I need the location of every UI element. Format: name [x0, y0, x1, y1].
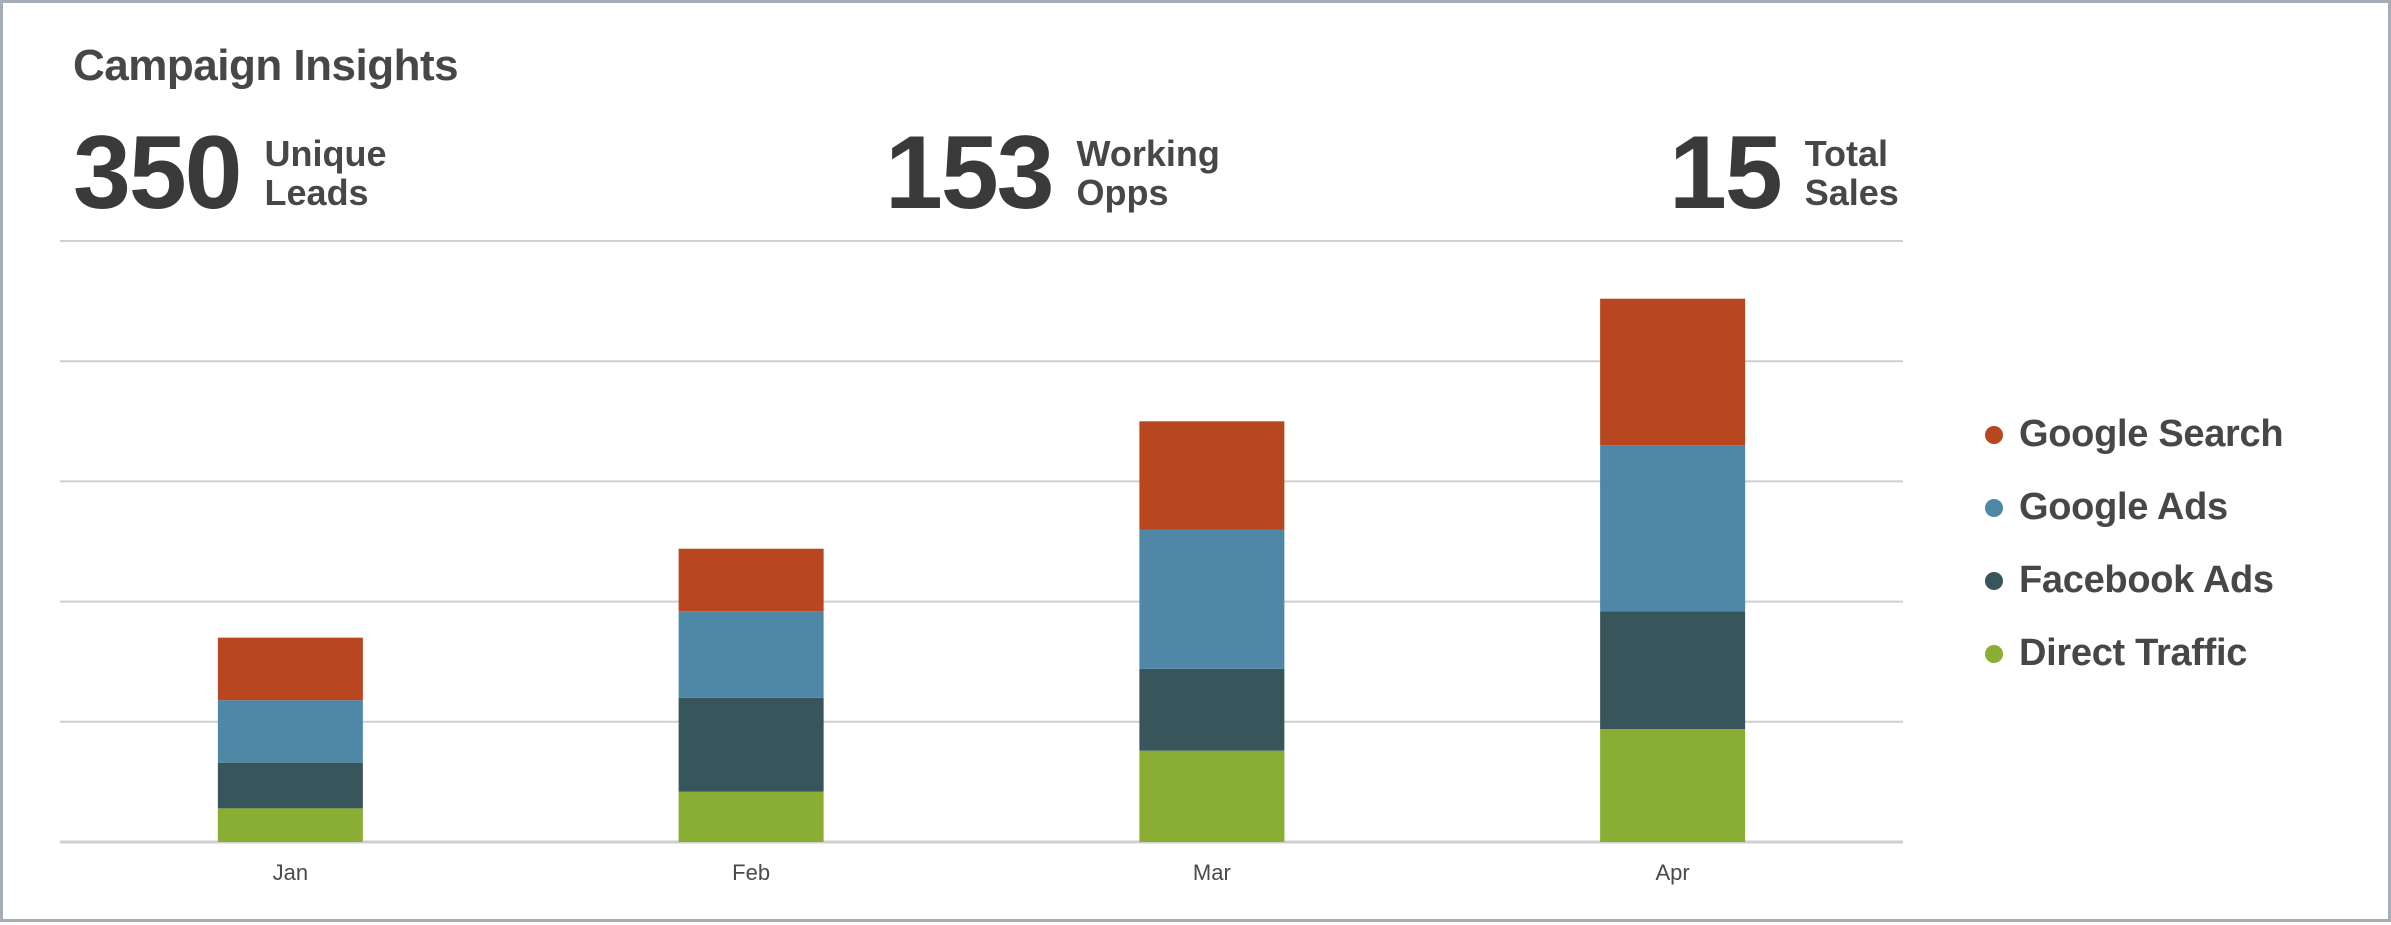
legend-item[interactable]: Facebook Ads: [1985, 544, 2283, 617]
x-tick-label: Jan: [273, 860, 308, 885]
bar-segment-direct-traffic-mar[interactable]: [1139, 750, 1285, 842]
bar-segment-google-ads-jan[interactable]: [217, 700, 363, 763]
bar-segment-direct-traffic-jan[interactable]: [217, 808, 363, 842]
x-tick-label: Mar: [1193, 860, 1231, 885]
stat-value: 15: [1669, 115, 1783, 231]
stat-label-line: Unique: [264, 133, 387, 174]
legend-swatch: [1985, 644, 2003, 663]
stat-label: Total Sales: [1805, 134, 1975, 212]
legend-label: Google Ads: [2019, 486, 2228, 528]
stat-value: 350: [73, 115, 243, 231]
legend-label: Direct Traffic: [2019, 632, 2248, 674]
stacked-bar-chart: Jan Feb Mar Apr: [60, 240, 1903, 885]
bar-segment-google-search-mar[interactable]: [1139, 421, 1285, 530]
chart-legend: Google Search Google Ads Facebook Ads Direc…: [1985, 398, 2284, 690]
panel-title: Campaign Insights: [73, 41, 459, 90]
stat-unique-leads: 350 Unique Leads: [73, 121, 435, 225]
stat-label-line: Leads: [264, 172, 369, 213]
bar-segment-facebook-ads-feb[interactable]: [678, 697, 824, 792]
stat-label-line: Opps: [1076, 172, 1169, 213]
stat-label: Working Opps: [1077, 134, 1247, 212]
stat-label-line: Sales: [1804, 172, 1899, 213]
legend-swatch: [1985, 498, 2003, 517]
stat-label: Unique Leads: [265, 134, 435, 212]
bar-segment-google-search-jan[interactable]: [217, 637, 363, 701]
bar-segment-facebook-ads-mar[interactable]: [1139, 668, 1285, 751]
bar-segment-google-ads-mar[interactable]: [1139, 529, 1285, 669]
bar-segment-direct-traffic-feb[interactable]: [678, 791, 824, 842]
legend-label: Google Search: [2019, 413, 2284, 455]
bar-segment-facebook-ads-jan[interactable]: [217, 762, 363, 809]
legend-swatch: [1985, 425, 2003, 444]
legend-item[interactable]: Direct Traffic: [1985, 617, 2283, 690]
bar-segment-facebook-ads-apr[interactable]: [1600, 611, 1746, 730]
stat-label-line: Working: [1076, 133, 1220, 174]
x-tick-label: Feb: [732, 860, 770, 885]
bar-segment-google-search-feb[interactable]: [678, 548, 824, 612]
stat-total-sales: 15 Total Sales: [1669, 121, 1975, 225]
legend-swatch: [1985, 571, 2003, 590]
legend-item[interactable]: Google Search: [1985, 398, 2284, 471]
bar-segment-google-ads-apr[interactable]: [1600, 445, 1746, 612]
bar-segment-google-search-apr[interactable]: [1600, 298, 1746, 446]
x-tick-label: Apr: [1656, 860, 1690, 885]
bar-segment-direct-traffic-apr[interactable]: [1600, 729, 1746, 842]
bar-segment-google-ads-feb[interactable]: [678, 611, 824, 698]
legend-item[interactable]: Google Ads: [1985, 471, 2283, 544]
legend-label: Facebook Ads: [2019, 559, 2274, 601]
stat-label-line: Total: [1804, 133, 1889, 174]
stat-value: 153: [885, 115, 1055, 231]
stat-working-opps: 153 Working Opps: [885, 121, 1247, 225]
